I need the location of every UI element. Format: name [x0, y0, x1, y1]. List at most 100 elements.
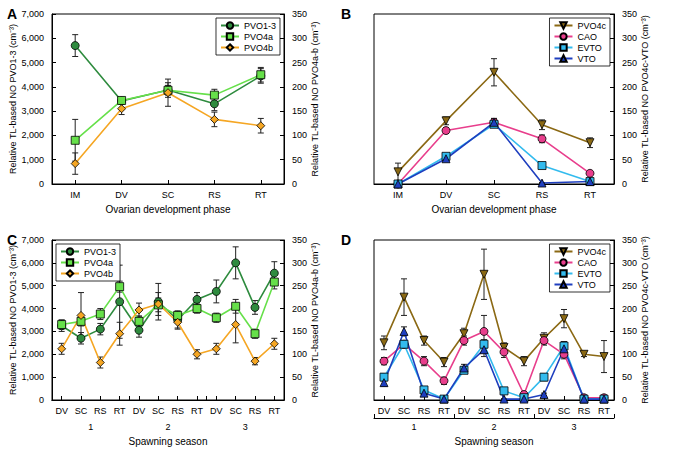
svg-text:7,000: 7,000	[21, 9, 44, 19]
svg-text:RS: RS	[498, 406, 511, 416]
svg-text:RS: RS	[94, 406, 107, 416]
svg-text:6,000: 6,000	[21, 33, 44, 43]
svg-text:5,000: 5,000	[21, 281, 44, 291]
svg-text:0: 0	[39, 395, 44, 405]
svg-text:SC: SC	[488, 190, 501, 200]
svg-text:PVO4a: PVO4a	[84, 258, 113, 268]
svg-text:200: 200	[622, 304, 637, 314]
svg-text:1,000: 1,000	[21, 155, 44, 165]
svg-text:D: D	[341, 232, 351, 248]
svg-text:0: 0	[622, 179, 627, 189]
svg-text:SC: SC	[398, 406, 411, 416]
svg-text:EVTO: EVTO	[577, 269, 601, 279]
svg-text:2: 2	[491, 422, 496, 432]
svg-text:2: 2	[165, 422, 170, 432]
svg-text:RT: RT	[268, 406, 280, 416]
svg-text:3,000: 3,000	[21, 106, 44, 116]
svg-text:RT: RT	[438, 406, 450, 416]
svg-text:RT: RT	[518, 406, 530, 416]
svg-text:50: 50	[292, 155, 302, 165]
svg-text:DV: DV	[210, 406, 223, 416]
svg-text:DV: DV	[115, 190, 128, 200]
svg-text:1,000: 1,000	[21, 372, 44, 382]
svg-text:200: 200	[292, 304, 307, 314]
svg-text:SC: SC	[162, 190, 175, 200]
svg-text:Relative TL-based NO PVO1-3 (c: Relative TL-based NO PVO1-3 (cm⁻³)	[8, 24, 18, 174]
svg-text:VTO: VTO	[577, 54, 595, 64]
svg-text:2,000: 2,000	[21, 130, 44, 140]
svg-text:250: 250	[292, 58, 307, 68]
svg-text:100: 100	[622, 349, 637, 359]
svg-text:RS: RS	[536, 190, 549, 200]
svg-text:0: 0	[292, 395, 297, 405]
svg-text:100: 100	[292, 349, 307, 359]
svg-text:Spawning season: Spawning season	[129, 436, 208, 447]
svg-text:7,000: 7,000	[21, 235, 44, 245]
svg-text:3: 3	[243, 422, 248, 432]
svg-text:PVO4c: PVO4c	[577, 247, 606, 257]
svg-text:CAO: CAO	[577, 258, 597, 268]
svg-text:150: 150	[292, 106, 307, 116]
svg-text:4,000: 4,000	[21, 304, 44, 314]
svg-text:Relative TL-based NO PVO4c-VTO: Relative TL-based NO PVO4c-VTO (cm⁻³)	[640, 15, 650, 183]
svg-text:0: 0	[292, 179, 297, 189]
svg-text:DV: DV	[458, 406, 471, 416]
svg-text:EVTO: EVTO	[577, 43, 601, 53]
svg-text:RS: RS	[418, 406, 431, 416]
svg-text:RT: RT	[191, 406, 203, 416]
svg-text:150: 150	[622, 106, 637, 116]
svg-text:RT: RT	[598, 406, 610, 416]
svg-text:SC: SC	[478, 406, 491, 416]
svg-text:RT: RT	[584, 190, 596, 200]
svg-text:100: 100	[622, 130, 637, 140]
svg-text:PVO4a: PVO4a	[244, 32, 273, 42]
svg-text:C: C	[7, 232, 17, 248]
svg-text:100: 100	[292, 130, 307, 140]
svg-text:1: 1	[88, 422, 93, 432]
svg-text:250: 250	[622, 281, 637, 291]
svg-text:VTO: VTO	[577, 280, 595, 290]
svg-text:RS: RS	[208, 190, 221, 200]
svg-text:350: 350	[622, 9, 637, 19]
svg-text:Spawning season: Spawning season	[455, 436, 534, 447]
svg-text:SC: SC	[75, 406, 88, 416]
svg-text:PVO4b: PVO4b	[84, 269, 113, 279]
svg-text:DV: DV	[133, 406, 146, 416]
svg-text:SC: SC	[152, 406, 165, 416]
svg-text:350: 350	[622, 235, 637, 245]
svg-text:0: 0	[622, 395, 627, 405]
svg-text:200: 200	[292, 82, 307, 92]
svg-text:RS: RS	[578, 406, 591, 416]
svg-text:IM: IM	[70, 190, 80, 200]
svg-text:300: 300	[292, 33, 307, 43]
svg-text:150: 150	[292, 326, 307, 336]
svg-text:CAO: CAO	[577, 32, 597, 42]
svg-text:SC: SC	[229, 406, 242, 416]
svg-text:DV: DV	[538, 406, 551, 416]
svg-text:PVO1-3: PVO1-3	[244, 21, 276, 31]
svg-text:350: 350	[292, 9, 307, 19]
svg-text:Relative TL-based NO PVO4c-VTO: Relative TL-based NO PVO4c-VTO (cm⁻³)	[640, 236, 650, 404]
svg-text:50: 50	[622, 155, 632, 165]
svg-text:RS: RS	[249, 406, 262, 416]
svg-text:200: 200	[622, 82, 637, 92]
svg-text:Ovarian development phase: Ovarian development phase	[431, 204, 557, 215]
svg-text:PVO4b: PVO4b	[244, 43, 273, 53]
svg-text:4,000: 4,000	[21, 82, 44, 92]
svg-text:300: 300	[622, 258, 637, 268]
svg-text:RT: RT	[255, 190, 267, 200]
svg-text:A: A	[7, 6, 17, 22]
svg-text:Relative TL-based NO PVO4a-b (: Relative TL-based NO PVO4a-b (cm⁻³)	[310, 243, 320, 398]
svg-text:IM: IM	[393, 190, 403, 200]
svg-text:SC: SC	[558, 406, 571, 416]
svg-text:5,000: 5,000	[21, 58, 44, 68]
svg-text:Ovarian development phase: Ovarian development phase	[105, 204, 231, 215]
svg-text:50: 50	[292, 372, 302, 382]
svg-text:RS: RS	[171, 406, 184, 416]
svg-text:250: 250	[292, 281, 307, 291]
svg-text:300: 300	[622, 33, 637, 43]
svg-text:RT: RT	[114, 406, 126, 416]
svg-text:Relative TL-based NO PVO4a-b (: Relative TL-based NO PVO4a-b (cm⁻³)	[310, 22, 320, 177]
svg-text:3: 3	[571, 422, 576, 432]
svg-text:3,000: 3,000	[21, 326, 44, 336]
